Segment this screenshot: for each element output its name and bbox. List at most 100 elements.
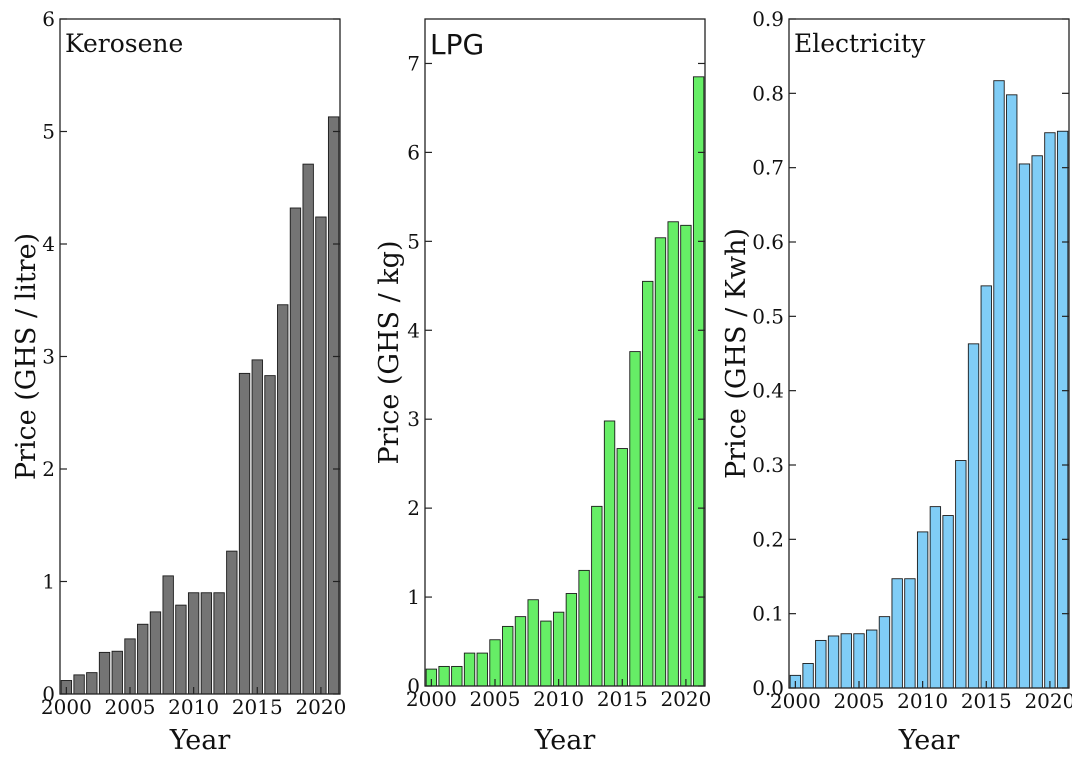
lpg-x-tick-label: 2000 [406,687,457,711]
kerosene-bar-2004 [111,650,123,695]
kerosene-x-ticks: 2000 2005 2010 2015 2020 [41,687,346,719]
lpg-bar-2013 [591,505,603,687]
electricity-bar-2010 [916,531,929,689]
electricity-bar-2005 [853,633,865,689]
kerosene-bar-2019 [302,163,314,695]
kerosene-bar-2010 [187,592,200,695]
kerosene-y-tick-label: 3 [42,345,55,369]
lpg-bar-2007 [514,616,527,687]
kerosene-y-tick-label: 6 [42,7,55,31]
kerosene-bar-2007 [149,611,162,695]
kerosene-x-tick-label: 2010 [168,695,219,719]
electricity-y-tick-label: 0.2 [752,527,784,551]
electricity-bar-2009 [904,578,916,689]
electricity-x-tick-label: 2005 [834,689,885,713]
lpg-title: LPG [430,28,484,61]
lpg-y-axis-label: Price (GHS / kg) [374,241,405,465]
electricity-bar-2006 [866,629,878,689]
electricity-y-tick-label: 0.4 [752,379,784,403]
kerosene-title: Kerosene [65,29,183,58]
lpg-bar-2006 [502,625,514,687]
kerosene-panel: 0 1 2 3 4 5 6 2000 2005 2010 2015 2020 Kerosene Ye… [11,7,346,756]
kerosene-x-tick-label: 2020 [295,695,346,719]
electricity-bar-2019 [1031,155,1043,689]
kerosene-bar-2012 [213,592,225,695]
lpg-bar-2015 [616,448,628,687]
electricity-bar-2020 [1044,132,1056,689]
lpg-bar-2002 [451,665,463,687]
lpg-y-tick-label: 5 [407,229,420,253]
lpg-x-tick-label: 2015 [597,687,648,711]
lpg-y-tick-label: 3 [407,407,420,431]
electricity-x-tick-label: 2010 [897,689,948,713]
kerosene-x-tick-label: 2000 [41,695,92,719]
kerosene-bar-2013 [226,550,238,695]
lpg-y-tick-label: 4 [407,318,420,342]
electricity-plot-frame [788,18,1070,689]
kerosene-bar-2002 [86,672,98,695]
electricity-bar-2013 [955,460,967,689]
electricity-bar-2018 [1018,163,1031,689]
lpg-bar-2004 [476,652,488,687]
electricity-bar-2011 [929,506,942,689]
lpg-bar-2009 [540,620,552,687]
lpg-y-ticks: 0 1 2 3 4 5 6 7 [407,51,705,698]
kerosene-y-tick-label: 0 [42,682,55,706]
kerosene-bar-2017 [277,304,289,695]
kerosene-y-tick-label: 4 [42,232,55,256]
lpg-bars [425,76,705,687]
electricity-bar-2021 [1056,130,1069,689]
kerosene-x-axis-label: Year [169,725,231,756]
electricity-x-tick-label: 2000 [770,689,821,713]
electricity-x-tick-label: 2020 [1024,689,1072,713]
kerosene-bar-2016 [264,375,276,695]
kerosene-bar-2021 [327,116,340,695]
kerosene-bar-2011 [200,592,213,695]
electricity-y-tick-label: 0.0 [752,676,784,700]
lpg-x-tick-label: 2010 [533,687,584,711]
electricity-y-tick-label: 0.7 [752,156,784,180]
lpg-y-tick-label: 2 [407,496,420,520]
lpg-plot-frame [424,18,706,687]
electricity-bar-2008 [891,578,903,689]
kerosene-bar-2015 [251,359,263,695]
lpg-bar-2003 [463,652,476,687]
kerosene-bar-2014 [238,372,251,695]
electricity-bar-2015 [980,285,992,689]
electricity-bar-2016 [993,80,1005,689]
kerosene-bar-2008 [162,575,174,695]
electricity-title: Electricity [794,29,926,58]
electricity-bar-2007 [878,616,891,689]
lpg-bar-2012 [578,569,590,687]
kerosene-bar-2001 [73,674,85,695]
kerosene-y-tick-label: 1 [42,570,55,594]
lpg-y-tick-label: 6 [407,140,420,164]
lpg-x-tick-label: 2005 [470,687,521,711]
kerosene-x-tick-label: 2015 [232,695,283,719]
electricity-y-ticks: 0.0 0.1 0.2 0.3 0.4 0.5 0.6 0.7 0.8 0.9 [752,7,1069,700]
electricity-bar-2001 [802,663,814,689]
kerosene-bars [60,116,340,695]
lpg-bar-2020 [680,224,692,687]
lpg-x-tick-label: 2020 [660,687,711,711]
electricity-bar-2004 [840,633,852,689]
lpg-bar-2008 [527,599,539,687]
kerosene-bar-2006 [137,623,149,695]
lpg-x-ticks: 2000 2005 2010 2015 2020 [406,679,711,711]
electricity-bar-2012 [942,515,954,689]
lpg-bar-2001 [438,665,450,687]
kerosene-bar-2009 [175,604,187,695]
kerosene-y-axis-label: Price (GHS / litre) [11,233,42,480]
lpg-bar-2021 [692,76,705,687]
electricity-bars [789,80,1069,689]
electricity-bar-2003 [827,635,840,689]
electricity-y-tick-label: 0.1 [752,602,784,626]
lpg-bar-2011 [565,593,578,687]
lpg-panel: 0 1 2 3 4 5 6 7 2000 2005 2010 2015 2020 LPG Year P… [374,18,711,756]
kerosene-bar-2018 [289,207,302,695]
kerosene-plot-frame [59,18,341,695]
electricity-y-tick-label: 0.8 [752,81,784,105]
lpg-bar-2014 [603,420,616,687]
kerosene-y-tick-label: 5 [42,120,55,144]
